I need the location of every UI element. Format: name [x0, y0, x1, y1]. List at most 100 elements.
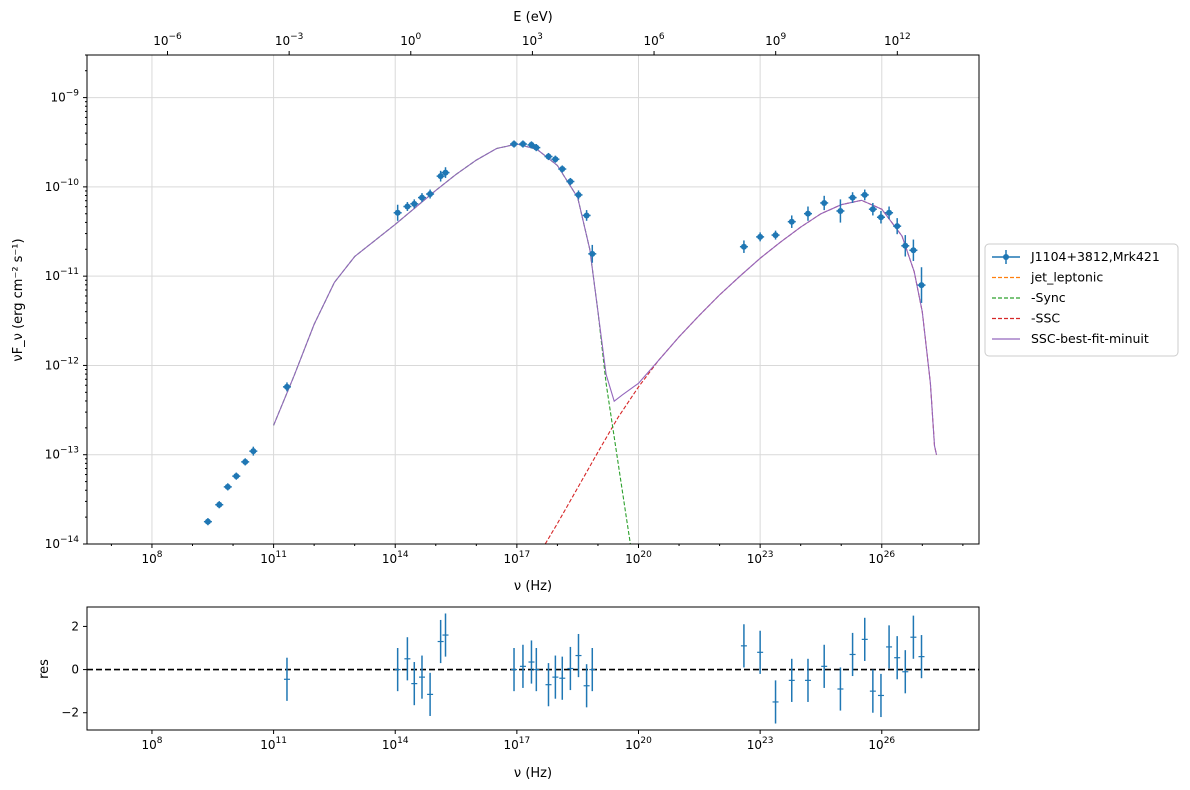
- legend-entry: -SSC: [992, 311, 1060, 326]
- top-x-tick-label: 1012: [884, 32, 911, 48]
- residual-x-axis-ticks: 108 1011 1014 1017 1020 1023 1026: [141, 730, 895, 752]
- sed-data-point: [868, 202, 877, 216]
- sed-data-point: [232, 472, 241, 480]
- sed-y-axis-ticks: 10−14 10−13 10−12 10−11 10−10 10−9: [45, 54, 87, 551]
- sed-plot-frame: [86, 54, 980, 545]
- residual-point: [788, 658, 795, 702]
- residual-point: [519, 644, 526, 688]
- residual-x-axis-label: ν (Hz): [514, 766, 552, 781]
- residual-point: [442, 613, 449, 657]
- sed-y-tick-label: 10−13: [45, 446, 79, 462]
- residual-point: [411, 662, 418, 706]
- sed-x-tick-label: 108: [141, 550, 162, 566]
- residual-point: [394, 648, 401, 692]
- sed-data-point: [393, 204, 402, 221]
- residual-point: [869, 669, 876, 713]
- sed-model-curves: [273, 143, 938, 545]
- sed-x-tick-label: 1017: [503, 550, 530, 566]
- residual-y-axis-label: res: [37, 659, 52, 679]
- sed-y-tick-label: 10−11: [45, 267, 79, 283]
- sed-x-tick-label: 1011: [260, 550, 287, 566]
- sed-data-point: [410, 199, 419, 209]
- sed-data-point: [860, 189, 869, 201]
- legend-label: -Sync: [1031, 290, 1066, 305]
- sed-data-point: [876, 210, 885, 224]
- residual-point: [589, 648, 596, 692]
- sed-y-axis-label: νF_ν (erg cm⁻² s⁻¹): [11, 238, 26, 361]
- sed-y-tick-label: 10−12: [45, 356, 79, 372]
- sed-panel: 108 1011 1014 1017 1020 1023 1026 10−1410−1310…: [11, 10, 980, 594]
- sed-data-point: [436, 170, 445, 182]
- residual-point: [821, 644, 828, 688]
- residual-points: [283, 613, 925, 724]
- top-x-tick-label: 10−6: [153, 32, 182, 48]
- sed-y-tick-label: 10−10: [45, 178, 80, 194]
- sed-data-point: [909, 239, 918, 261]
- sed-data-point: [803, 206, 812, 221]
- residual-point: [404, 637, 411, 681]
- sed-data-point: [739, 240, 748, 253]
- sed-grid: [87, 55, 979, 545]
- residual-y-tick-label: 2: [71, 619, 79, 633]
- sed-data-point: [241, 458, 250, 466]
- legend-entry: J1104+3812,Mrk421: [992, 249, 1160, 264]
- sed-data-point: [249, 446, 258, 456]
- sed-top-axis-label: E (eV): [513, 10, 552, 25]
- residual-point: [437, 619, 444, 664]
- sed-data-point: [223, 483, 232, 491]
- sed-data-point: [417, 193, 426, 203]
- top-x-tick-label: 109: [765, 32, 786, 48]
- sed-data-point: [582, 210, 591, 221]
- residual-point: [533, 648, 540, 692]
- residual-panel: 108 1011 1014 1017 1020 1023 1026 −202 ν (Hz) …: [37, 606, 980, 781]
- residual-point: [283, 657, 290, 701]
- sed-data-point: [756, 232, 765, 242]
- top-x-tick-label: 106: [644, 32, 665, 48]
- sed-x-tick-label: 1014: [382, 550, 409, 566]
- sed-data-point: [787, 215, 796, 228]
- sed-data-point: [403, 202, 412, 211]
- legend-label: SSC-best-fit-minuit: [1031, 331, 1149, 346]
- residual-point: [575, 633, 582, 678]
- legend-entry: SSC-best-fit-minuit: [992, 331, 1149, 346]
- sed-data-point: [588, 244, 597, 263]
- sed-data-point: [566, 177, 575, 186]
- legend: J1104+3812,Mrk421 jet_leptonic -Sync -SSC…: [984, 243, 1179, 357]
- residual-point: [583, 664, 590, 708]
- residual-x-tick-label: 1020: [625, 736, 652, 752]
- residual-point: [877, 673, 884, 718]
- sed-data-point: [510, 140, 519, 148]
- legend-label: -SSC: [1031, 311, 1060, 326]
- sed-data-points: [203, 140, 926, 526]
- residual-y-axis-ticks: −2 0 2: [61, 619, 87, 720]
- sed-data-point: [426, 189, 435, 199]
- residual-x-tick-label: 108: [141, 736, 162, 752]
- residual-point: [804, 658, 811, 702]
- sed-data-point: [917, 267, 926, 303]
- sed-y-tick-label: 10−9: [50, 89, 79, 105]
- residual-point: [894, 636, 901, 680]
- sed-data-point: [893, 218, 902, 235]
- residual-point: [418, 655, 425, 699]
- residual-point: [772, 680, 779, 724]
- residual-point: [918, 635, 925, 679]
- residual-point: [740, 624, 747, 668]
- sed-x-axis-label: ν (Hz): [514, 579, 552, 594]
- residual-y-tick-label: −2: [61, 706, 79, 720]
- residual-point: [910, 615, 917, 659]
- residual-point: [511, 648, 518, 692]
- residual-point: [559, 656, 566, 700]
- top-x-tick-label: 103: [522, 32, 543, 48]
- legend-label: jet_leptonic: [1030, 270, 1103, 285]
- residual-x-tick-label: 1023: [747, 736, 774, 752]
- residual-point: [427, 672, 434, 716]
- residual-point: [861, 617, 868, 661]
- ssc-best-fit-curve: [273, 143, 938, 455]
- top-x-tick-label: 10−3: [275, 32, 304, 48]
- sed-data-point: [518, 140, 527, 148]
- residual-plot-frame: [86, 606, 980, 731]
- sed-data-point: [282, 382, 291, 392]
- sed-data-point: [215, 501, 224, 509]
